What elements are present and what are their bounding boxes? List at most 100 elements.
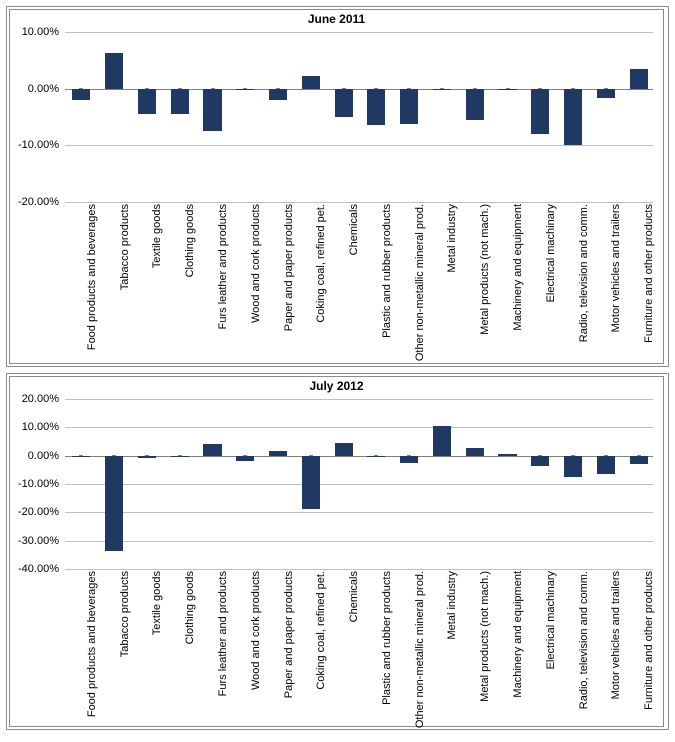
x-axis-label: Other non-metallic mineral prod. <box>414 204 426 361</box>
y-axis-label: -30.00% <box>10 535 59 547</box>
x-axis-label: Plastic and rubber products <box>381 204 393 338</box>
y-axis-label: 0.00% <box>10 83 59 95</box>
x-tick <box>506 456 510 457</box>
y-axis-label: 10.00% <box>10 421 59 433</box>
chart-inner: July 2012-40.00%-30.00%-20.00%-10.00%0.0… <box>9 376 664 727</box>
bar <box>203 444 221 455</box>
x-axis-label: Clothing goods <box>184 571 196 644</box>
x-tick <box>637 455 641 456</box>
x-axis-label: Furs leather and products <box>217 204 229 329</box>
x-tick <box>407 455 411 456</box>
x-axis-label: Wood and cork products <box>250 204 262 323</box>
bar <box>367 456 385 457</box>
x-axis-label: Coking coal, refined pet. <box>315 571 327 690</box>
x-tick <box>538 455 542 456</box>
x-axis-label: Tabacco products <box>119 571 131 657</box>
grid-line <box>65 145 653 146</box>
y-axis-label: -20.00% <box>10 196 59 208</box>
x-axis-label: Plastic and rubber products <box>381 571 393 705</box>
x-tick <box>440 456 444 457</box>
bar <box>597 456 615 474</box>
x-tick <box>473 456 477 457</box>
y-axis-label: -10.00% <box>10 139 59 151</box>
x-axis-label: Clothing goods <box>184 204 196 277</box>
x-axis-label: Furniture and other products <box>643 571 655 710</box>
chart-frame: July 2012-40.00%-30.00%-20.00%-10.00%0.0… <box>6 373 669 730</box>
x-tick <box>178 455 182 456</box>
plot-area <box>65 32 653 202</box>
x-axis-label: Wood and cork products <box>250 571 262 690</box>
chart-frame: June 2011 -20.00% -10.00% 0.00% 10.00% Food p… <box>6 6 669 367</box>
x-tick <box>342 88 346 89</box>
x-tick <box>571 455 575 456</box>
bar <box>400 456 418 463</box>
x-tick <box>112 89 116 90</box>
x-axis-label: Radio, television and comm. <box>578 204 590 342</box>
x-axis-label: Furniture and other products <box>643 204 655 343</box>
bar <box>203 89 221 132</box>
grid-line <box>65 512 653 513</box>
bar <box>597 89 615 99</box>
x-tick <box>79 88 83 89</box>
y-axis-label: -20.00% <box>10 506 59 518</box>
x-tick <box>243 88 247 89</box>
bar <box>236 456 254 461</box>
grid-line <box>65 541 653 542</box>
x-axis-label: Machinery and equipment <box>512 204 524 331</box>
grid-line <box>65 484 653 485</box>
x-axis-label: Metal products (not mach.) <box>479 571 491 702</box>
x-tick <box>276 88 280 89</box>
y-axis-label: 10.00% <box>10 26 59 38</box>
x-axis-label: Textile goods <box>151 204 163 268</box>
bar <box>302 76 320 88</box>
x-tick <box>79 455 83 456</box>
grid-line <box>65 569 653 570</box>
x-axis-label: Food products and beverages <box>86 204 98 350</box>
chart-title: June 2011 <box>10 12 663 26</box>
y-axis-label: 20.00% <box>10 393 59 405</box>
x-tick <box>604 455 608 456</box>
x-tick <box>112 455 116 456</box>
plot-area <box>65 399 653 569</box>
x-axis-label: Electrical machinary <box>545 204 557 302</box>
bar <box>335 443 353 456</box>
bar <box>400 89 418 125</box>
bar <box>269 89 287 100</box>
bar <box>105 456 123 552</box>
x-tick <box>309 89 313 90</box>
x-tick <box>604 88 608 89</box>
x-tick <box>342 456 346 457</box>
bar <box>433 89 451 91</box>
x-tick <box>145 455 149 456</box>
x-axis-label: Tabacco products <box>119 204 131 290</box>
grid-line <box>65 427 653 428</box>
bar <box>72 89 90 100</box>
y-axis-label: -10.00% <box>10 478 59 490</box>
y-axis-label: -40.00% <box>10 563 59 575</box>
x-axis-label: Food products and beverages <box>86 571 98 717</box>
x-tick <box>211 88 215 89</box>
x-axis-label: Metal industry <box>446 571 458 639</box>
x-axis-label: Chemicals <box>348 204 360 255</box>
x-axis-label: Electrical machinary <box>545 571 557 669</box>
bar <box>171 89 189 115</box>
x-tick <box>473 88 477 89</box>
grid-line <box>65 32 653 33</box>
x-tick <box>440 88 444 89</box>
bar <box>72 456 90 457</box>
chart-inner: June 2011 -20.00% -10.00% 0.00% 10.00% Food p… <box>9 9 664 364</box>
y-axis-label: 0.00% <box>10 450 59 462</box>
x-tick <box>211 456 215 457</box>
x-tick <box>276 456 280 457</box>
x-tick <box>407 88 411 89</box>
x-tick <box>571 88 575 89</box>
bar <box>630 69 648 88</box>
x-axis-label: Coking coal, refined pet. <box>315 204 327 323</box>
bar <box>531 89 549 134</box>
x-axis-label: Furs leather and products <box>217 571 229 696</box>
x-tick <box>637 89 641 90</box>
bar <box>367 89 385 125</box>
x-tick <box>374 88 378 89</box>
x-axis-label: Paper and paper products <box>283 204 295 331</box>
bar <box>498 89 516 91</box>
